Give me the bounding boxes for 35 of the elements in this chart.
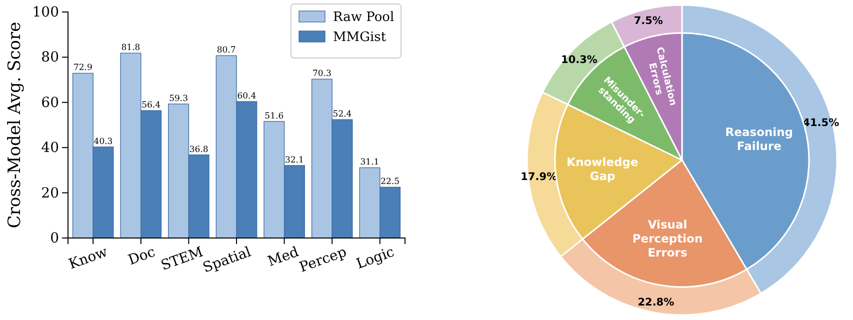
slice-label: Visual Perception Errors [632,218,703,260]
x-tick-label: Logic [354,244,397,273]
data-label: 60.4 [237,91,256,102]
data-label: 59.3 [169,94,188,104]
data-label: 40.3 [94,136,113,147]
text: 22.8% [638,296,674,309]
slice-label: Reasoning Failure [725,124,794,153]
y-tick-label: 0 [50,230,59,246]
data-label: 56.4 [142,100,161,111]
y-tick-label: 100 [32,4,59,20]
data-label: 70.3 [312,69,332,80]
x-tick-label: Percep [297,244,349,276]
data-label: 51.6 [264,111,284,122]
data-label: 36.8 [189,144,208,155]
data-label: 31.1 [360,158,380,168]
text: 41.5% [802,117,840,129]
text: 17.9% [520,170,558,183]
y-tick-label: 80 [41,50,59,66]
x-tick-label: Know [66,244,110,273]
slice-label: Knowledge Gap [566,154,638,183]
data-label: 81.8 [121,43,140,54]
y-tick-label: 60 [41,94,59,111]
data-label: 52.4 [332,110,352,120]
y-tick-label: 40 [41,140,59,156]
text: 7.5% [634,14,663,27]
y-axis-title: Cross-Model Avg. Score [5,22,25,228]
y-tick-label: 20 [41,185,59,202]
legend-label: MMGist [333,30,387,45]
text: 10.3% [561,54,598,66]
data-label: 72.9 [73,63,92,74]
x-tick-label: Doc [126,244,158,269]
data-label: 22.5 [380,177,400,188]
data-label: 80.7 [216,46,236,56]
data-label: 32.1 [284,155,304,166]
legend-label: Raw Pool [333,10,394,25]
